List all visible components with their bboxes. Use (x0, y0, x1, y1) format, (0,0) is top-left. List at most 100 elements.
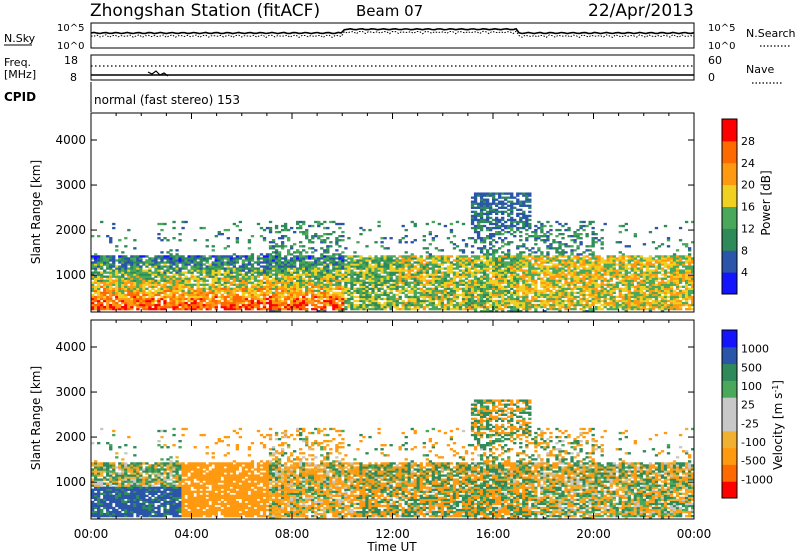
power-cell (353, 261, 357, 264)
power-cell (238, 287, 243, 291)
power-cell (296, 226, 300, 230)
power-cell (579, 307, 583, 311)
power-cell (549, 271, 553, 274)
power-cell (277, 259, 282, 262)
power-cell (326, 232, 330, 236)
power-cell (106, 299, 110, 303)
power-cell (479, 204, 484, 207)
power-cell (329, 273, 333, 276)
power-cell (470, 287, 475, 291)
power-cell (130, 283, 134, 286)
power-cell (121, 267, 125, 270)
power-cell (552, 293, 556, 297)
power-cell (256, 289, 261, 293)
power-cell (193, 239, 197, 242)
power-cell (341, 295, 345, 299)
power-cell (380, 275, 384, 278)
power-cell (332, 293, 336, 297)
power-cell (567, 263, 571, 266)
power-cell (609, 277, 613, 280)
power-cell (609, 269, 613, 272)
power-cell (425, 299, 429, 303)
power-cell (121, 255, 125, 258)
power-cell (573, 230, 577, 234)
power-cell (434, 303, 439, 307)
power-cell (106, 257, 110, 260)
power-cell (208, 275, 212, 278)
power-cell (630, 295, 634, 299)
power-cell (100, 293, 104, 297)
power-cell (350, 279, 354, 282)
power-cell (401, 263, 405, 266)
power-cell (386, 261, 390, 264)
power-cell (91, 263, 95, 266)
power-cell (516, 253, 520, 256)
power-cell (398, 277, 402, 280)
power-cell (564, 259, 568, 262)
power-cell (160, 283, 164, 286)
power-cell (353, 255, 357, 258)
power-cell (94, 271, 98, 274)
power-cell (193, 279, 197, 282)
power-cell (407, 295, 411, 299)
power-cell (356, 279, 360, 282)
power-cell (621, 299, 625, 303)
power-cell (277, 230, 282, 234)
power-cell (543, 289, 547, 293)
power-cell (573, 281, 577, 284)
power-cell (591, 230, 595, 234)
power-cell (283, 297, 288, 301)
power-cell (501, 241, 505, 244)
power-cell (350, 287, 354, 291)
power-cell (178, 275, 182, 278)
power-cell (145, 255, 149, 258)
power-cell (422, 235, 426, 238)
power-cell (585, 287, 589, 291)
power-cell (187, 271, 191, 274)
power-cell (482, 253, 487, 256)
power-cell (594, 255, 598, 258)
power-cell (594, 299, 598, 303)
power-cell (335, 297, 339, 301)
power-cell (576, 273, 580, 276)
power-cell (491, 196, 496, 199)
power-cell (467, 273, 472, 276)
power-cell (564, 279, 568, 282)
power-cell (308, 279, 312, 282)
power-cell (178, 297, 182, 301)
power-cell (259, 273, 264, 276)
power-cell (356, 261, 360, 264)
power-cell (154, 279, 158, 282)
power-cell (232, 301, 237, 305)
power-cell (115, 271, 119, 274)
power-cell (386, 303, 390, 307)
power-cell (528, 222, 532, 226)
power-cell (235, 287, 240, 291)
power-cell (546, 255, 550, 258)
power-cell (528, 224, 532, 228)
power-cell (166, 271, 170, 274)
power-cell (371, 275, 375, 278)
power-cell (106, 287, 110, 291)
power-cell (485, 228, 490, 232)
power-cell (277, 269, 282, 272)
power-cell (94, 307, 98, 311)
power-cell (329, 245, 333, 248)
power-cell (507, 295, 511, 299)
power-cell (127, 275, 131, 278)
power-cell (109, 281, 113, 284)
power-cell (422, 275, 426, 278)
power-cell (491, 257, 496, 260)
power-cell (606, 301, 610, 305)
power-cell (305, 297, 309, 301)
power-cell (103, 285, 107, 288)
power-cell (606, 271, 610, 274)
power-cell (97, 267, 101, 270)
power-cell (407, 267, 411, 270)
power-cell (603, 273, 607, 276)
power-cell (265, 275, 270, 278)
power-cell (470, 200, 475, 203)
power-cell (244, 267, 249, 270)
power-cell (410, 291, 414, 295)
power-cell (302, 303, 306, 307)
